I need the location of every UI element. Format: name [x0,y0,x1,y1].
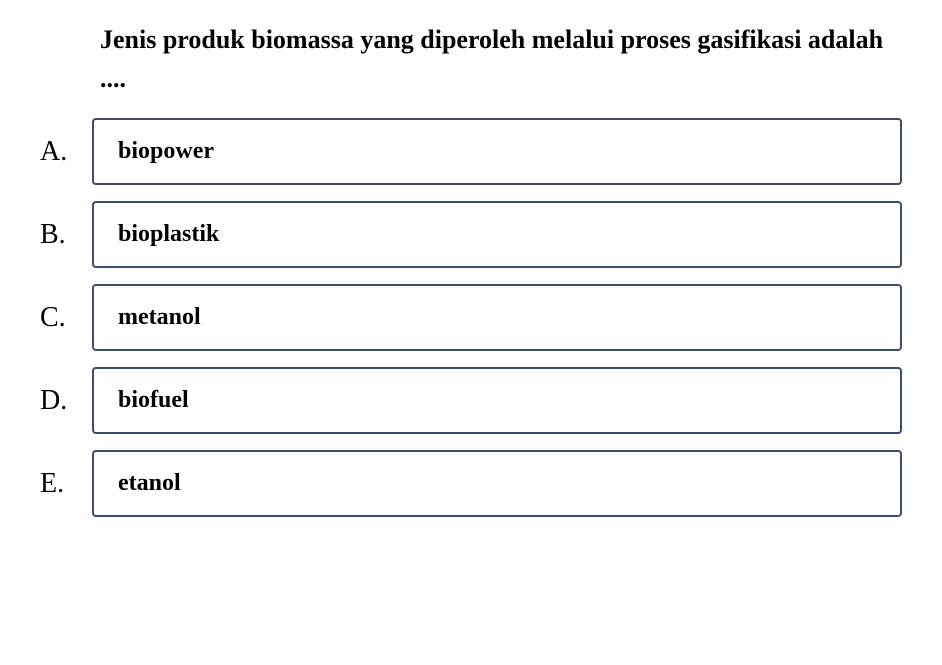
option-letter: E. [40,468,80,500]
option-box: etanol [92,450,902,517]
option-row-b[interactable]: B. bioplastik [40,201,902,268]
option-text: etanol [118,470,876,497]
option-letter: B. [40,219,80,251]
option-box: metanol [92,284,902,351]
option-text: biofuel [118,387,876,414]
option-letter: A. [40,136,80,168]
question-text: Jenis produk biomassa yang diperoleh mel… [100,20,902,98]
option-box: biopower [92,118,902,185]
options-list: A. biopower B. bioplastik C. metanol D. … [40,118,902,517]
question-container: Jenis produk biomassa yang diperoleh mel… [40,20,902,517]
option-text: biopower [118,138,876,165]
option-row-c[interactable]: C. metanol [40,284,902,351]
option-letter: D. [40,385,80,417]
option-text: bioplastik [118,221,876,248]
option-row-d[interactable]: D. biofuel [40,367,902,434]
option-text: metanol [118,304,876,331]
option-box: biofuel [92,367,902,434]
option-row-a[interactable]: A. biopower [40,118,902,185]
option-box: bioplastik [92,201,902,268]
option-row-e[interactable]: E. etanol [40,450,902,517]
option-letter: C. [40,302,80,334]
